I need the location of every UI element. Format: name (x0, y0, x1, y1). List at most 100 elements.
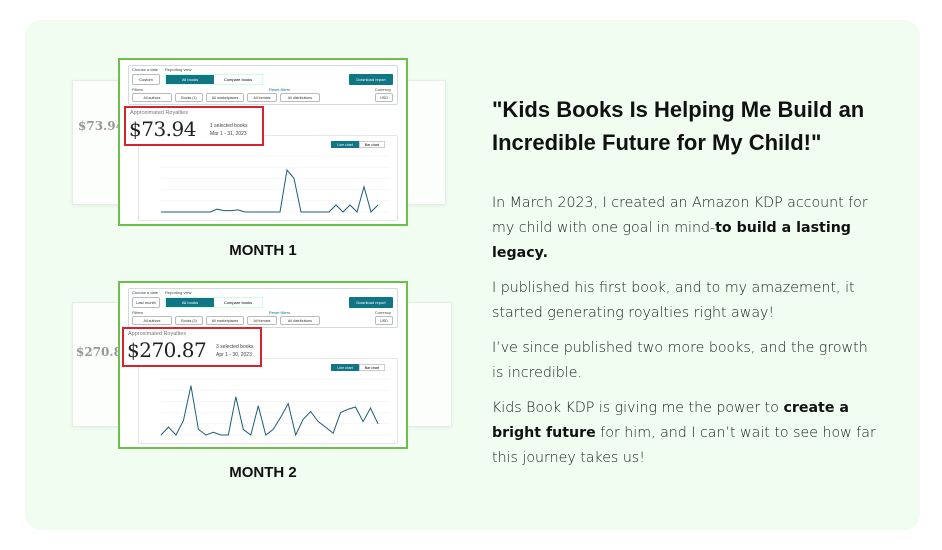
data-point (188, 211, 190, 213)
data-point (272, 429, 274, 430)
date-label: Choose a date (132, 67, 159, 72)
data-point (202, 211, 204, 213)
data-point (293, 178, 295, 179)
books-select[interactable]: Books (3) (175, 316, 203, 325)
data-point (265, 434, 267, 436)
data-point (174, 211, 176, 213)
data-point (183, 420, 184, 421)
royalties-amount: $73.94 (129, 117, 196, 141)
data-point (209, 211, 211, 213)
data-point (286, 169, 288, 171)
marketplaces-select[interactable]: All marketplaces (206, 316, 244, 325)
formats-select[interactable]: All formats (247, 93, 277, 102)
view-toggle: All books Compare books (165, 74, 263, 85)
data-point (310, 411, 311, 412)
filter-bar: Choose a date Custom Reporting view All … (128, 65, 398, 105)
data-point (356, 211, 358, 213)
data-point (287, 403, 289, 404)
royalties-chart: Line chart Bar chart (138, 135, 398, 221)
data-point (328, 211, 330, 213)
royalties-series-line (161, 168, 379, 213)
all-books-tab[interactable]: All books (166, 75, 214, 84)
currency-select[interactable]: USD (375, 93, 393, 102)
data-point (377, 423, 379, 425)
royalties-highlight: Approximated Royalties $270.87 3 selecte… (122, 327, 262, 367)
data-point (300, 211, 302, 213)
text: for him, and I can’t wait to see how far… (492, 425, 876, 466)
ghost-amount: $270.8 (76, 345, 122, 359)
testimonial-text: "Kids Books Is Helping Me Build an Incre… (492, 93, 882, 481)
date-picker[interactable]: Last month (132, 297, 160, 308)
data-point (347, 408, 349, 410)
reset-filters-link[interactable]: Reset filters (269, 87, 291, 92)
date-picker[interactable]: Custom (132, 74, 160, 85)
data-point (342, 211, 344, 213)
kdp-dashboard-screenshot: Choose a date Custom Reporting view All … (118, 58, 408, 226)
data-point (198, 429, 199, 430)
line-chart (160, 378, 390, 437)
data-point (295, 434, 296, 436)
data-point (370, 211, 372, 213)
data-point (213, 432, 214, 433)
view-toggle: All books Compare books (165, 297, 263, 308)
selected-books: 3 selected books (216, 344, 254, 350)
view-label: Reporting view (165, 67, 192, 72)
data-point (265, 211, 267, 213)
month-label: MONTH 2 (229, 464, 297, 481)
distributions-select[interactable]: All distributions (280, 316, 320, 325)
marketplaces-select[interactable]: All marketplaces (206, 93, 244, 102)
authors-select[interactable]: All authors (132, 93, 172, 102)
text: Kids Book KDP is giving me the power to (492, 400, 784, 416)
download-report-button[interactable]: Download report (349, 297, 393, 308)
data-point (257, 405, 259, 407)
authors-select[interactable]: All authors (132, 316, 172, 325)
royalties-label: Approximated Royalties (130, 110, 189, 116)
date-label: Choose a date (132, 290, 159, 295)
royalties-highlight: Approximated Royalties $73.94 1 selected… (124, 106, 264, 146)
data-point (307, 211, 309, 213)
data-point (167, 211, 169, 213)
bold-text: to build a lasting legacy. (492, 220, 851, 261)
selected-books: 1 selected books (210, 123, 248, 129)
data-point (302, 419, 304, 420)
royalties-label: Approximated Royalties (128, 331, 187, 337)
data-point (190, 385, 192, 387)
data-point (235, 396, 237, 398)
bar-chart-tab[interactable]: Bar chart (358, 141, 385, 148)
data-point (335, 204, 337, 206)
line-chart-tab[interactable]: Line chart (331, 141, 359, 148)
data-point (237, 209, 239, 211)
royalties-amount: $270.87 (127, 338, 207, 362)
compare-books-tab[interactable]: Compare books (223, 77, 253, 82)
data-point (181, 211, 183, 213)
paragraph-1: In March 2023, I created an Amazon KDP a… (492, 191, 882, 266)
distributions-select[interactable]: All distributions (280, 93, 320, 102)
data-point (160, 211, 162, 213)
bold-text: create a bright future (492, 400, 849, 441)
books-select[interactable]: Books (1) (175, 93, 203, 102)
kdp-dashboard-screenshot: Choose a date Last month Reporting view … (118, 281, 408, 449)
data-point (355, 406, 356, 408)
date-range: Mar 1 - 31, 2023 (210, 131, 247, 137)
filters-label: Filters (132, 87, 143, 92)
royalties-chart: Line chart Bar chart (138, 358, 398, 444)
bar-chart-tab[interactable]: Bar chart (358, 364, 385, 371)
data-point (228, 434, 229, 436)
formats-select[interactable]: All formats (247, 316, 277, 325)
data-point (377, 204, 379, 206)
data-point (251, 211, 253, 213)
data-point (258, 211, 260, 213)
data-point (317, 421, 319, 422)
download-report-button[interactable]: Download report (349, 74, 393, 85)
data-point (363, 186, 365, 188)
line-chart-tab[interactable]: Line chart (331, 364, 359, 371)
data-point (244, 211, 246, 213)
text: In March 2023, I created an Amazon KDP a… (492, 195, 868, 236)
reset-filters-link[interactable]: Reset filters (269, 310, 291, 315)
data-point (280, 416, 282, 418)
data-point (370, 407, 371, 409)
all-books-tab[interactable]: All books (166, 298, 214, 307)
date-range: Apr 1 - 30, 2023 (216, 352, 252, 358)
currency-select[interactable]: USD (375, 316, 393, 325)
compare-books-tab[interactable]: Compare books (223, 300, 253, 305)
